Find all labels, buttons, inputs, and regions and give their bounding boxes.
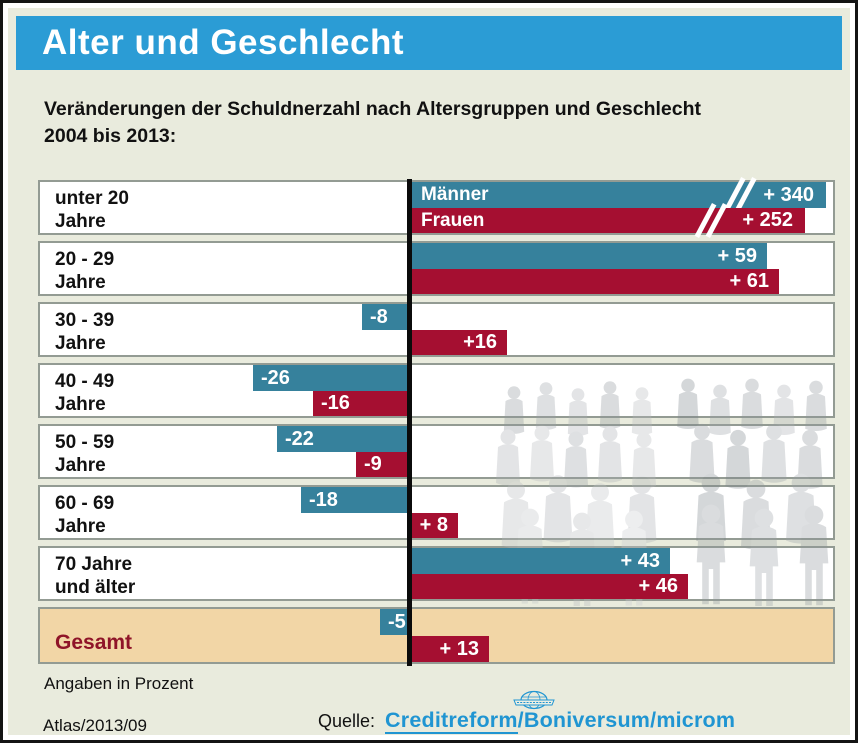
subtitle-line1: Veränderungen der Schuldnerzahl nach Alt… [44, 98, 701, 120]
bar-value: -22 [285, 427, 314, 450]
age-label-line1: unter 20 [55, 188, 129, 209]
age-label-line2: Jahre [55, 394, 106, 415]
bar-frauen: +16 [410, 330, 507, 355]
chart-subtitle: Veränderungen der Schuldnerzahl nach Alt… [44, 96, 844, 150]
bar-value: -8 [370, 305, 388, 328]
age-label-line2: Jahre [55, 333, 106, 354]
axis-break-icon [723, 177, 757, 213]
age-label-line2: Jahre [55, 211, 106, 232]
age-group-label: 40 - 49 Jahre [55, 370, 114, 416]
age-group-label: unter 20 Jahre [55, 187, 129, 233]
bar-value: -5 [388, 610, 406, 633]
source-boniversum: Boniversum [523, 708, 651, 732]
bar-frauen: + 46 [410, 574, 688, 599]
age-label-line1: 70 Jahre [55, 554, 133, 575]
bar-frauen: + 13 [410, 636, 489, 662]
source-line: Quelle: Creditreform/Boniversum/microm [318, 708, 736, 734]
bar-value: + 43 [620, 549, 660, 572]
source-sep: / [650, 708, 657, 732]
age-group-label: 50 - 59 Jahre [55, 431, 114, 477]
bar-maenner: + 43 [410, 548, 670, 574]
bar-value: -26 [261, 366, 290, 389]
age-label-line1: 60 - 69 [55, 493, 115, 514]
bar-maenner: + 59 [410, 243, 767, 269]
chart-row: 20 - 29 Jahre + 59 + 61 [38, 241, 835, 296]
bar-value: + 46 [638, 575, 678, 597]
age-label-line1: 30 - 39 [55, 310, 115, 331]
chart-row: 30 - 39 Jahre -8 +16 [38, 302, 835, 357]
source-label: Quelle: [318, 711, 376, 731]
total-label: Gesamt [55, 631, 132, 654]
bar-maenner: -8 [362, 304, 410, 330]
source-creditreform: Creditreform [385, 708, 518, 734]
age-label-line1: Gesamt [55, 631, 133, 654]
age-label-line2: Jahre [55, 516, 106, 537]
bar-maenner: -22 [277, 426, 410, 452]
bar-frauen: -9 [356, 452, 410, 477]
unit-note: Angaben in Prozent [44, 674, 194, 693]
bar-value: -18 [309, 488, 338, 511]
bar-maenner: -5 [380, 609, 410, 635]
age-group-label: 20 - 29 Jahre [55, 248, 114, 294]
bar-frauen: Frauen + 252 [410, 202, 805, 239]
bar-value: + 13 [439, 637, 479, 660]
age-group-label: 60 - 69 Jahre [55, 492, 114, 538]
bar-value: + 340 [763, 183, 814, 206]
age-label-line2: und älter [55, 577, 136, 598]
bar-value: + 252 [742, 209, 793, 231]
atlas-reference: Atlas/2013/09 [43, 716, 147, 735]
bar-value: + 8 [419, 514, 448, 536]
age-label-line1: 50 - 59 [55, 432, 115, 453]
header-band: Alter und Geschlecht [16, 16, 842, 70]
age-label-line2: Jahre [55, 272, 106, 293]
age-group-label: 70 Jahre und älter [55, 553, 135, 599]
bar-frauen: + 8 [410, 513, 458, 538]
age-label-line1: 40 - 49 [55, 371, 115, 392]
bar-value: -16 [321, 392, 350, 414]
bar-value: +16 [463, 331, 497, 353]
source-microm: microm [656, 708, 736, 732]
bar-chart: unter 20 Jahre Männer + 340 Frauen + 252… [38, 177, 835, 664]
bar-maenner: -26 [253, 365, 410, 391]
age-label-line1: 20 - 29 [55, 249, 115, 270]
age-group-label: 30 - 39 Jahre [55, 309, 114, 355]
axis-break-icon [694, 202, 728, 239]
bar-frauen: + 61 [410, 269, 779, 294]
zero-axis-line [407, 179, 412, 666]
chart-row-total: Gesamt -5 + 13 [38, 607, 835, 664]
page-title: Alter und Geschlecht [42, 23, 405, 62]
bar-maenner: Männer + 340 [410, 177, 826, 213]
legend-maenner: Männer [421, 184, 489, 205]
bar-maenner: -18 [301, 487, 410, 513]
bar-value: -9 [364, 453, 382, 475]
infographic-canvas: Alter und Geschlecht Veränderungen der S… [8, 8, 850, 735]
age-label-line2: Jahre [55, 455, 106, 476]
chart-row: 40 - 49 Jahre -26 -16 [38, 363, 835, 418]
legend-frauen: Frauen [421, 209, 485, 231]
bar-value: + 61 [729, 270, 769, 292]
bar-frauen: -16 [313, 391, 410, 416]
bar-value: + 59 [717, 244, 757, 267]
source-sep: / [517, 708, 524, 732]
subtitle-line2: 2004 bis 2013: [44, 125, 177, 147]
chart-row: unter 20 Jahre Männer + 340 Frauen + 252 [38, 177, 835, 239]
source-companies: Creditreform/Boniversum/microm [385, 708, 736, 734]
creditreform-logo-icon [502, 690, 566, 717]
